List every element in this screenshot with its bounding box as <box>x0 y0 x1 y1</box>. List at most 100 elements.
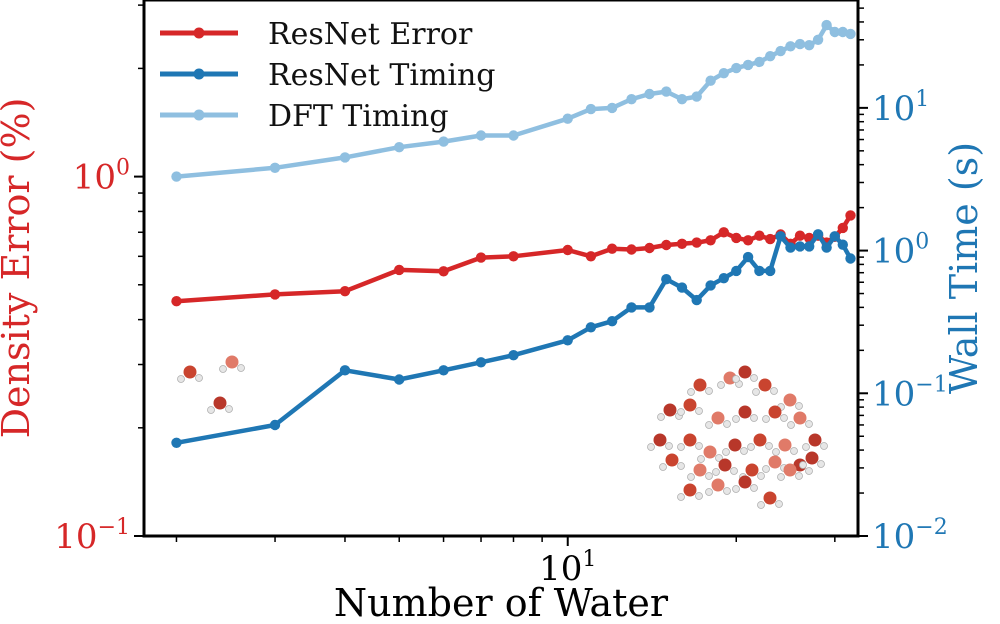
water-molecule <box>697 445 723 463</box>
data-point-resnet-timing <box>438 365 449 376</box>
water-molecule <box>712 458 738 476</box>
hydrogen-atom <box>712 468 720 476</box>
water-molecule <box>799 451 825 469</box>
hydrogen-atom <box>775 500 783 508</box>
data-point-dft-timing <box>676 94 688 105</box>
data-point-dft-timing <box>508 130 519 141</box>
data-point-resnet-timing <box>394 374 405 385</box>
legend-marker-resnet-error <box>193 27 205 39</box>
data-point-dft-timing <box>394 142 405 153</box>
data-point-resnet-error <box>676 238 688 249</box>
hydrogen-atom <box>219 365 227 373</box>
legend: ResNet Error ResNet Timing DFT Timing <box>160 17 496 134</box>
data-point-resnet-error <box>269 289 281 300</box>
oxygen-atom <box>683 483 697 497</box>
small-water-cluster <box>177 355 245 414</box>
water-molecule <box>219 355 245 373</box>
data-point-resnet-timing <box>794 241 806 252</box>
data-point-resnet-timing <box>691 294 702 306</box>
ticks-layer: 10−1 100 10−2 10−1 100 101 101 <box>54 4 948 589</box>
water-molecule <box>659 453 685 471</box>
hydrogen-atom <box>723 487 731 495</box>
data-point-resnet-timing <box>676 282 688 293</box>
data-point-resnet-error <box>644 242 655 254</box>
data-point-resnet-timing <box>661 274 672 285</box>
water-molecule <box>802 433 828 451</box>
water-molecule <box>722 438 748 456</box>
hydrogen-atom <box>799 461 807 469</box>
hydrogen-atom <box>757 472 765 480</box>
hydrogen-atom <box>750 374 758 382</box>
data-point-dft-timing <box>785 41 796 52</box>
data-point-dft-timing <box>731 62 742 74</box>
water-molecule <box>687 378 713 396</box>
data-point-resnet-timing <box>785 242 796 253</box>
data-point-resnet-error <box>845 210 856 221</box>
data-point-resnet-error <box>339 286 351 297</box>
data-point-resnet-timing <box>812 229 824 240</box>
data-point-resnet-timing <box>775 231 786 242</box>
hydrogen-atom <box>770 387 778 395</box>
oxygen-atom <box>783 393 797 407</box>
hydrogen-atom <box>677 462 685 470</box>
hydrogen-atom <box>752 388 760 396</box>
hydrogen-atom <box>722 448 730 456</box>
hydrogen-atom <box>657 413 665 421</box>
data-point-resnet-timing <box>705 280 716 291</box>
series-dft-timing <box>171 19 856 182</box>
data-point-resnet-error <box>691 237 702 248</box>
data-point-resnet-timing <box>626 302 637 313</box>
data-point-resnet-error <box>508 251 519 262</box>
hydrogen-atom <box>732 485 740 493</box>
data-point-dft-timing <box>644 88 655 100</box>
left-axis-title: Density Error (%) <box>0 98 38 439</box>
oxygen-atom <box>753 433 767 447</box>
hydrogen-atom <box>195 374 203 382</box>
water-molecule <box>747 433 773 451</box>
data-point-dft-timing <box>742 59 754 71</box>
x-axis-title: Number of Water <box>334 581 669 624</box>
data-point-resnet-timing <box>562 335 573 346</box>
data-point-resnet-timing <box>742 251 754 263</box>
oxygen-atom <box>183 365 197 379</box>
hydrogen-atom <box>697 455 705 463</box>
data-point-dft-timing <box>606 102 618 114</box>
series-layer <box>171 19 856 448</box>
hydrogen-atom <box>732 375 740 383</box>
water-molecule <box>777 393 803 411</box>
hydrogen-atom <box>730 467 738 475</box>
data-point-resnet-timing <box>765 265 776 277</box>
right-axis-tick-label: 101 <box>872 87 929 129</box>
water-molecule <box>207 396 233 414</box>
data-point-dft-timing <box>562 113 573 124</box>
data-point-resnet-error <box>794 230 806 241</box>
hydrogen-atom <box>647 443 655 451</box>
data-point-resnet-timing <box>845 253 856 264</box>
data-point-resnet-timing <box>508 350 519 361</box>
hydrogen-atom <box>717 381 725 389</box>
hydrogen-atom <box>695 442 703 450</box>
hydrogen-atom <box>705 472 713 480</box>
data-point-dft-timing <box>775 45 786 57</box>
oxygen-atom <box>711 411 725 425</box>
water-molecule <box>657 403 683 421</box>
hydrogen-atom <box>747 443 755 451</box>
molecule-insets <box>177 355 828 509</box>
oxygen-atom <box>778 438 792 452</box>
hydrogen-atom <box>772 448 780 456</box>
oxygen-atom <box>763 491 777 505</box>
data-point-dft-timing <box>794 38 806 50</box>
hydrogen-atom <box>723 420 731 428</box>
data-point-resnet-error <box>837 222 848 234</box>
water-molecule <box>177 365 203 383</box>
oxygen-atom <box>711 478 725 492</box>
series-resnet-error <box>171 210 856 307</box>
hydrogen-atom <box>795 402 803 410</box>
legend-label-resnet-error: ResNet Error <box>268 17 473 52</box>
oxygen-atom <box>768 455 782 469</box>
data-point-resnet-error <box>742 235 754 246</box>
water-molecule <box>732 475 758 493</box>
oxygen-atom <box>808 433 822 447</box>
data-point-resnet-timing <box>606 316 618 327</box>
left-axis-tick-label: 10−1 <box>54 515 130 557</box>
